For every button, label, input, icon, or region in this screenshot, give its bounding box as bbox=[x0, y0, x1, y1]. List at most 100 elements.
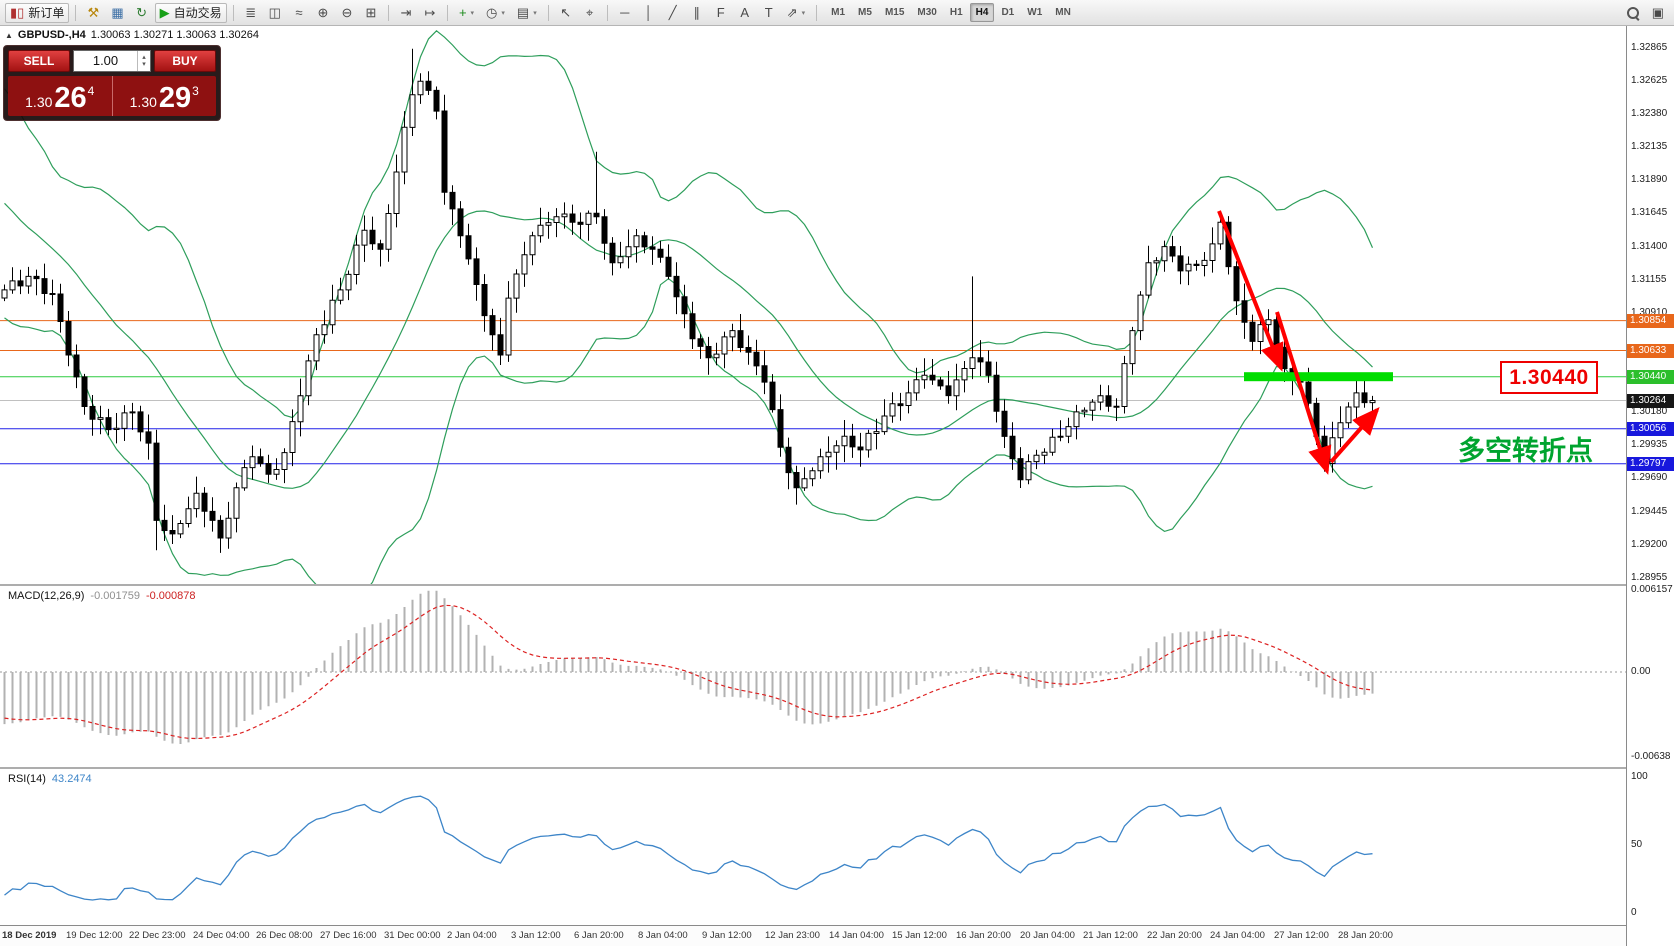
macd-histogram bbox=[3, 590, 1374, 744]
trendline-icon[interactable]: ╱ bbox=[662, 3, 684, 23]
indicators-icon-glyph: + bbox=[458, 5, 467, 20]
volume-value[interactable]: 1.00 bbox=[92, 53, 119, 68]
buy-price-display[interactable]: 1.30 29 3 bbox=[113, 76, 217, 116]
cursor-icon[interactable]: ↖ bbox=[555, 3, 577, 23]
dropdown-caret-icon[interactable]: ▾ bbox=[470, 9, 475, 17]
chart-shift-icon[interactable]: ↦ bbox=[419, 3, 441, 23]
time-axis-label: 16 Jan 20:00 bbox=[956, 930, 1011, 941]
volume-up-icon[interactable]: ▴ bbox=[142, 54, 146, 61]
market-watch-icon[interactable]: ▦ bbox=[106, 3, 128, 23]
channel-icon[interactable]: ∥ bbox=[686, 3, 708, 23]
time-axis[interactable]: 18 Dec 2019 19 Dec 12:00 22 Dec 23:00 24 De… bbox=[0, 925, 1674, 946]
periods-icon[interactable]: ◷ ▾ bbox=[481, 3, 510, 23]
search-icon[interactable] bbox=[1621, 3, 1645, 23]
metaeditor-icon-glyph: ⚒ bbox=[87, 5, 100, 20]
data-window-icon[interactable]: ▣ bbox=[1647, 3, 1669, 23]
time-axis-label: 14 Jan 04:00 bbox=[829, 930, 884, 941]
buy-button[interactable]: BUY bbox=[154, 50, 216, 72]
autotrading-button[interactable]: ▶ 自动交易 bbox=[154, 2, 227, 23]
toolbar-separator bbox=[816, 4, 818, 21]
timeframe-M1[interactable]: M1 bbox=[831, 7, 846, 18]
sell-price-prefix: 1.30 bbox=[25, 94, 53, 110]
strategy-tester-icon[interactable]: ↻ bbox=[131, 3, 153, 23]
macd-axis-label: 0.006157 bbox=[1631, 584, 1673, 595]
price-axis-label: 1.32865 bbox=[1631, 42, 1668, 53]
chinese-annotation-text[interactable]: 多空转折点 bbox=[1458, 436, 1593, 466]
metaeditor-icon[interactable]: ⚒ bbox=[82, 3, 104, 23]
price-axis[interactable]: 1.32865 1.32625 1.32380 1.32135 1.31890 1.316… bbox=[1626, 26, 1674, 946]
rsi-line bbox=[4, 795, 1373, 901]
timeframe-H1[interactable]: H1 bbox=[949, 7, 963, 18]
timeframe-M30[interactable]: M30 bbox=[917, 7, 937, 18]
templates-icon[interactable]: ▤ ▾ bbox=[512, 3, 542, 23]
red-trend-arrows[interactable] bbox=[1217, 210, 1380, 475]
zoom-out-icon[interactable]: ⊖ bbox=[336, 3, 358, 23]
timeframe-M15[interactable]: M15 bbox=[884, 7, 905, 18]
bar-chart-type-icon[interactable]: ≣ bbox=[240, 3, 262, 23]
panel-divider[interactable] bbox=[0, 584, 1674, 586]
price-axis-label: 1.30180 bbox=[1631, 406, 1668, 417]
tile-windows-icon[interactable]: ⊞ bbox=[360, 3, 382, 23]
rsi-title: RSI(14) bbox=[8, 773, 46, 785]
rsi-indicator-label: RSI(14) 43.2474 bbox=[8, 773, 92, 785]
cursor-icon-glyph: ↖ bbox=[560, 5, 572, 20]
volume-spinner[interactable]: ▴ ▾ bbox=[137, 51, 150, 71]
price-separator bbox=[111, 76, 113, 116]
rsi-indicator-pane[interactable] bbox=[0, 769, 1626, 924]
candlestick-chart-type-icon[interactable]: ◫ bbox=[264, 3, 286, 23]
time-axis-label: 22 Jan 20:00 bbox=[1147, 930, 1202, 941]
new-order-button-label: 新订单 bbox=[28, 6, 65, 20]
panel-divider[interactable] bbox=[0, 767, 1674, 769]
zoom-in-icon[interactable]: ⊕ bbox=[312, 3, 334, 23]
fibonacci-icon-glyph: F bbox=[716, 5, 725, 20]
sell-price-display[interactable]: 1.30 26 4 bbox=[8, 76, 112, 116]
toolbar-separator bbox=[547, 4, 549, 21]
vertical-line-icon[interactable]: │ bbox=[638, 3, 660, 23]
dropdown-caret-icon[interactable]: ▾ bbox=[801, 9, 806, 17]
sell-button[interactable]: SELL bbox=[8, 50, 70, 72]
fibonacci-icon[interactable]: F bbox=[710, 3, 732, 23]
macd-indicator-pane[interactable] bbox=[0, 586, 1626, 767]
time-axis-label: 18 Dec 2019 bbox=[2, 930, 57, 941]
one-click-collapse-icon[interactable]: ▲ bbox=[5, 30, 13, 40]
timeframe-MN[interactable]: MN bbox=[1055, 7, 1071, 18]
buy-price-prefix: 1.30 bbox=[129, 94, 157, 110]
text-icon[interactable]: A bbox=[734, 3, 756, 23]
volume-field[interactable]: 1.00 ▴ ▾ bbox=[73, 50, 151, 72]
candlesticks bbox=[1, 48, 1376, 553]
timeframe-D1[interactable]: D1 bbox=[1001, 7, 1015, 18]
sell-price-pips: 26 bbox=[54, 82, 87, 114]
auto-scroll-icon[interactable]: ⇥ bbox=[395, 3, 417, 23]
text-icon-glyph: A bbox=[740, 5, 750, 20]
dropdown-caret-icon[interactable]: ▾ bbox=[501, 9, 505, 17]
horizontal-level-lines bbox=[0, 320, 1626, 465]
macd-axis-label: -0.00638 bbox=[1631, 751, 1671, 762]
dropdown-caret-icon[interactable]: ▾ bbox=[533, 9, 537, 17]
macd-indicator-label: MACD(12,26,9) -0.001759 -0.000878 bbox=[8, 590, 196, 602]
indicators-icon[interactable]: + ▾ bbox=[454, 3, 479, 23]
timeframe-H4[interactable]: H4 bbox=[969, 3, 995, 22]
price-annotation-box[interactable]: 1.30440 bbox=[1500, 361, 1598, 394]
price-axis-label: 1.32135 bbox=[1631, 141, 1668, 152]
line-chart-type-icon[interactable]: ≈ bbox=[288, 3, 310, 23]
toolbar-separator bbox=[606, 4, 608, 21]
new-order-button[interactable]: ▮▯ 新订单 bbox=[5, 2, 70, 23]
text-label-icon[interactable]: T bbox=[758, 3, 780, 23]
volume-down-icon[interactable]: ▾ bbox=[142, 61, 146, 68]
data-window-icon-glyph: ▣ bbox=[1651, 5, 1664, 20]
crosshair-icon[interactable]: ⌖ bbox=[579, 3, 601, 23]
chart-shift-icon-glyph: ↦ bbox=[424, 5, 436, 20]
time-axis-label: 22 Dec 23:00 bbox=[129, 930, 186, 941]
green-support-zone[interactable] bbox=[1244, 372, 1393, 382]
text-label-icon-glyph: T bbox=[764, 5, 773, 20]
shapes-icon[interactable]: ⇗ ▾ bbox=[782, 3, 810, 23]
channel-icon-glyph: ∥ bbox=[693, 5, 700, 20]
timeframe-W1[interactable]: W1 bbox=[1027, 7, 1043, 18]
toolbar-separator bbox=[446, 4, 448, 21]
horizontal-line-icon[interactable]: ─ bbox=[614, 3, 636, 23]
main-price-chart[interactable] bbox=[0, 26, 1626, 584]
time-axis-label: 15 Jan 12:00 bbox=[892, 930, 947, 941]
price-axis-tag-1.29797: 1.29797 bbox=[1627, 457, 1674, 471]
timeframe-M5[interactable]: M5 bbox=[858, 7, 872, 18]
rsi-axis-label: 100 bbox=[1631, 771, 1648, 782]
